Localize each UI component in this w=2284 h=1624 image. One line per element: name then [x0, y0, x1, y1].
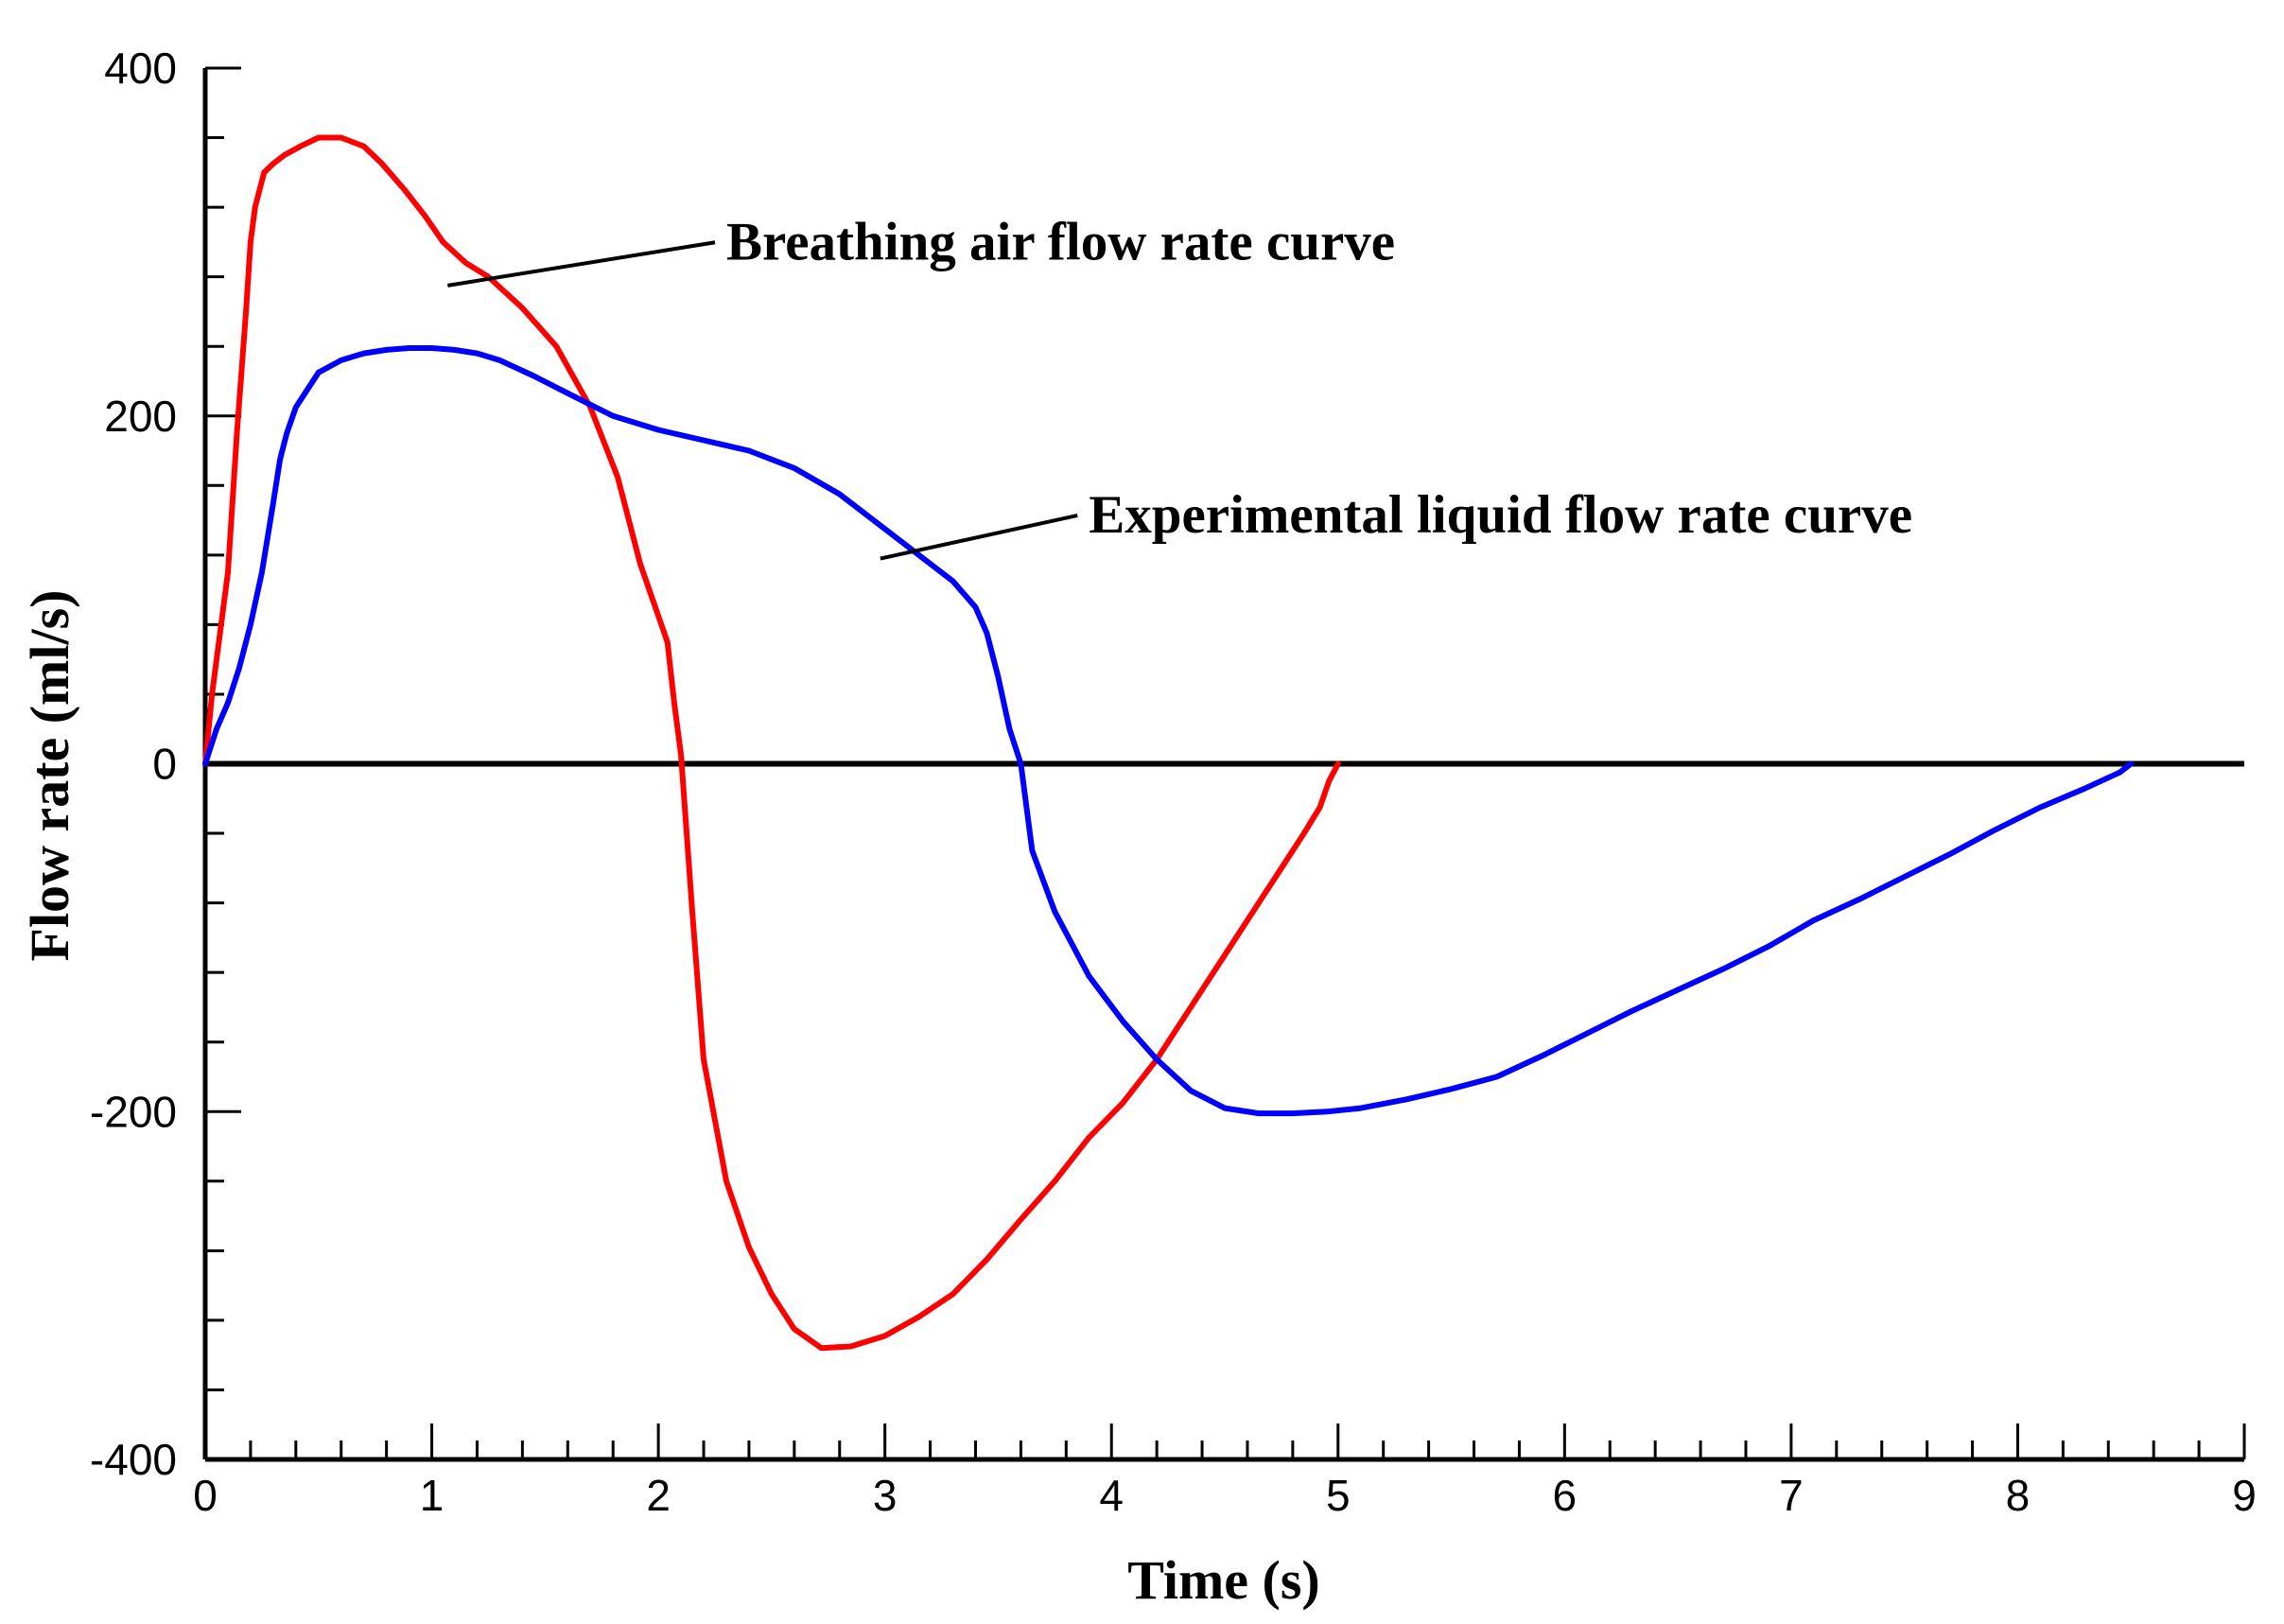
x-tick-label: 8	[2006, 1471, 2031, 1520]
axes: 0 1 2 3 4 5 6 7 8 9 -400 -200 0 200 400	[90, 44, 2257, 1520]
x-tick-label: 9	[2232, 1471, 2257, 1520]
y-tick-label: 0	[152, 740, 177, 789]
annotation-breathing-air: Breathing air flow rate curve	[726, 212, 1395, 271]
y-tick-label: 200	[104, 392, 177, 441]
series-line-experimental-liquid	[202, 345, 2135, 1117]
x-tick-label: 7	[1779, 1471, 1804, 1520]
y-tick-label: -400	[90, 1435, 177, 1484]
x-axis-title: Time (s)	[1127, 1549, 1320, 1611]
y-axis-title: Flow rate (ml/s)	[19, 590, 80, 962]
series-layer	[202, 134, 2135, 1352]
x-tick-label: 2	[646, 1471, 671, 1520]
x-tick-label: 5	[1326, 1471, 1351, 1520]
series-line-breathing-air	[202, 134, 1341, 1352]
y-tick-label: 400	[104, 44, 177, 93]
x-tick-label: 6	[1553, 1471, 1578, 1520]
annotations: Breathing air flow rate curve Experimenta…	[447, 212, 1912, 561]
annotation-leader-line	[880, 513, 1078, 561]
x-tick-label: 0	[193, 1471, 218, 1520]
y-tick-label: -200	[90, 1087, 177, 1136]
x-tick-label: 4	[1099, 1471, 1124, 1520]
x-tick-label: 1	[420, 1471, 445, 1520]
annotation-leader-line	[447, 240, 716, 288]
annotation-experimental-liquid: Experimental liquid flow rate curve	[1089, 485, 1912, 545]
x-tick-label: 3	[873, 1471, 898, 1520]
